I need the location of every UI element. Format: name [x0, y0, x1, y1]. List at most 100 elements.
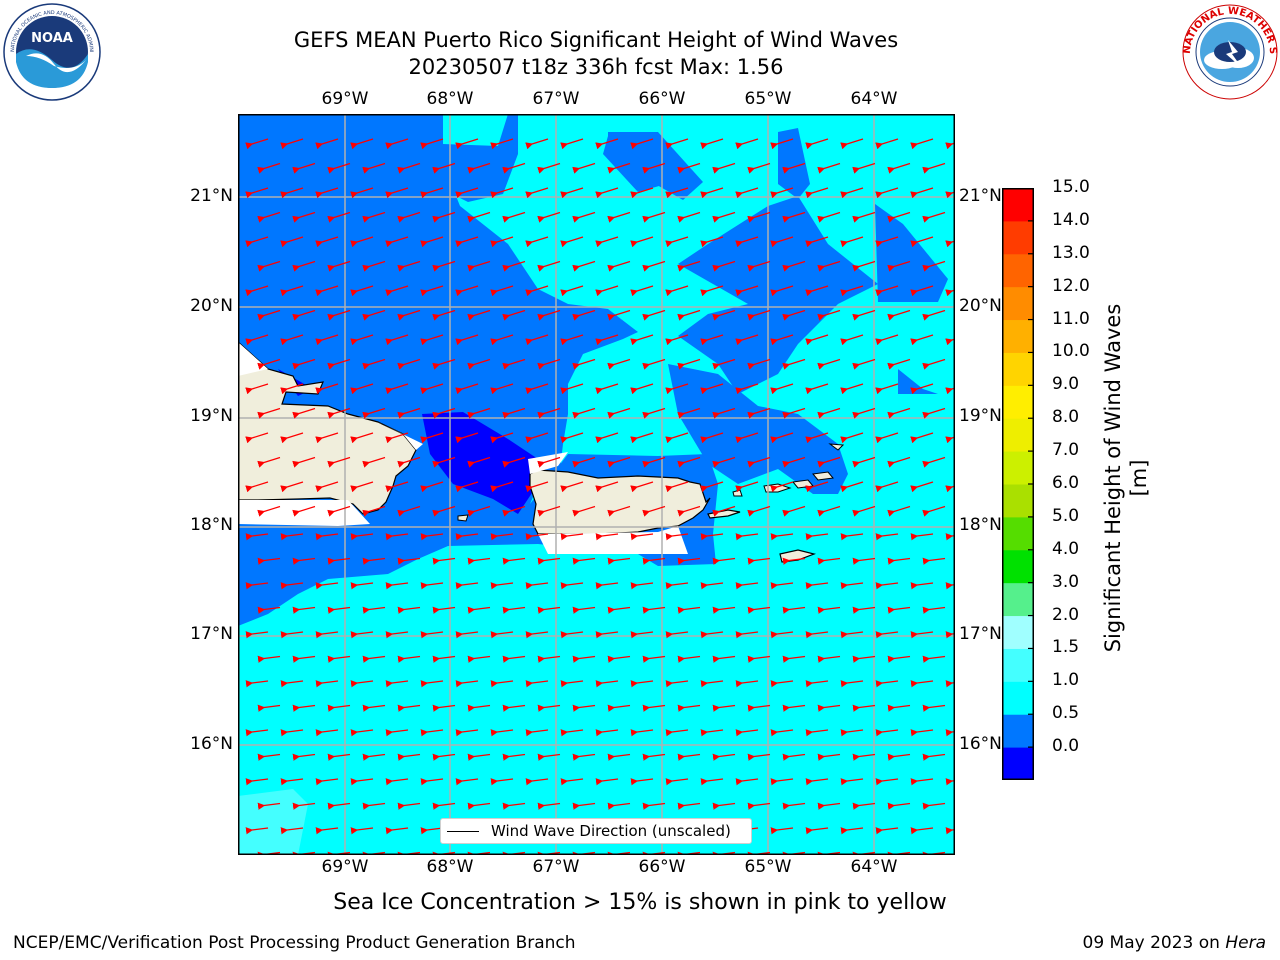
- wind-wave-arrow: [257, 456, 281, 468]
- wind-wave-arrow: [887, 211, 911, 223]
- wind-wave-arrow: [782, 456, 806, 468]
- wind-wave-arrow: [852, 655, 876, 663]
- wind-wave-arrow: [280, 729, 304, 737]
- colorbar-segment: [1002, 253, 1034, 288]
- wind-wave-arrow: [887, 309, 911, 321]
- wind-wave-arrow: [327, 309, 351, 321]
- wind-wave-arrow: [420, 383, 444, 395]
- wind-wave-arrow: [420, 432, 444, 444]
- map-legend: Wind Wave Direction (unscaled): [440, 818, 752, 844]
- wind-wave-arrow: [840, 729, 864, 737]
- wind-wave-arrow: [677, 358, 701, 370]
- wind-wave-arrow: [782, 407, 806, 419]
- wind-wave-arrow: [385, 729, 409, 737]
- wind-wave-arrow: [572, 505, 596, 517]
- wind-wave-arrow: [887, 358, 911, 370]
- legend-label: Wind Wave Direction (unscaled): [491, 822, 731, 840]
- wind-wave-arrow: [642, 358, 666, 370]
- wave-height-0.5-1-east4: [898, 369, 938, 394]
- wind-wave-arrow: [502, 655, 526, 663]
- wind-wave-arrow: [630, 334, 654, 346]
- wind-wave-arrow: [805, 729, 829, 737]
- wind-wave-arrow: [420, 236, 444, 248]
- wind-wave-arrow: [770, 631, 794, 639]
- wind-wave-arrow: [747, 407, 771, 419]
- colorbar-segment: [1002, 549, 1034, 584]
- wind-wave-arrow: [735, 236, 759, 248]
- wind-wave-arrow: [385, 138, 409, 150]
- wind-wave-arrow: [292, 162, 316, 174]
- wind-wave-arrow: [315, 631, 339, 639]
- wind-wave-arrow: [922, 358, 946, 370]
- wind-wave-arrow: [502, 753, 526, 761]
- wind-wave-arrow: [537, 606, 561, 614]
- wind-wave-arrow: [700, 582, 724, 590]
- wind-wave-arrow: [712, 260, 736, 272]
- wind-wave-arrow: [700, 236, 724, 248]
- wind-wave-arrow: [665, 533, 689, 541]
- wind-wave-arrow: [782, 606, 806, 614]
- wind-wave-arrow: [735, 778, 759, 786]
- wind-wave-arrow: [817, 260, 841, 272]
- lon-label-top: 64°W: [850, 89, 898, 109]
- wind-wave-arrow: [887, 162, 911, 174]
- wind-wave-arrow: [490, 680, 514, 688]
- wind-wave-arrow: [607, 260, 631, 272]
- wind-wave-arrow: [642, 802, 666, 810]
- colorbar-tick-label: 0.5: [1052, 703, 1080, 724]
- wind-wave-arrow: [420, 582, 444, 590]
- wind-wave-arrow: [817, 802, 841, 810]
- wind-wave-arrow: [537, 557, 561, 565]
- wind-wave-arrow: [875, 236, 899, 248]
- wind-wave-arrow: [327, 802, 351, 810]
- wind-wave-arrow: [327, 753, 351, 761]
- wind-wave-arrow: [642, 606, 666, 614]
- wind-wave-arrow: [257, 802, 281, 810]
- wind-wave-arrow: [467, 505, 491, 517]
- colorbar-segment: [1002, 188, 1034, 222]
- wind-wave-arrow: [327, 260, 351, 272]
- wind-wave-arrow: [852, 358, 876, 370]
- wind-wave-arrow: [595, 432, 619, 444]
- wind-wave-arrow: [817, 606, 841, 614]
- wind-wave-arrow: [572, 456, 596, 468]
- wind-wave-arrow: [315, 432, 339, 444]
- wind-wave-arrow: [607, 753, 631, 761]
- wind-wave-arrow: [525, 729, 549, 737]
- wind-wave-arrow: [560, 138, 584, 150]
- wind-wave-arrow: [467, 704, 491, 712]
- wind-wave-arrow: [490, 533, 514, 541]
- wind-wave-arrow: [712, 753, 736, 761]
- wind-wave-arrow: [607, 211, 631, 223]
- wind-wave-arrow: [572, 704, 596, 712]
- wind-wave-arrow: [840, 631, 864, 639]
- wind-wave-arrow: [245, 481, 269, 493]
- wind-wave-arrow: [257, 407, 281, 419]
- wind-wave-arrow: [805, 236, 829, 248]
- wind-wave-arrow: [910, 582, 934, 590]
- wind-wave-arrow: [607, 456, 631, 468]
- wind-wave-arrow: [595, 383, 619, 395]
- wind-wave-arrow: [840, 138, 864, 150]
- wind-wave-arrow: [677, 655, 701, 663]
- wind-wave-arrow: [280, 187, 304, 199]
- wind-wave-arrow: [712, 407, 736, 419]
- wind-wave-arrow: [700, 138, 724, 150]
- lat-label-left: 20°N: [190, 296, 233, 316]
- wind-wave-arrow: [910, 680, 934, 688]
- wind-wave-arrow: [607, 655, 631, 663]
- wind-wave-arrow: [910, 334, 934, 346]
- wind-wave-arrow: [490, 334, 514, 346]
- wind-wave-arrow: [922, 802, 946, 810]
- wind-wave-arrow: [455, 285, 479, 297]
- wind-wave-arrow: [280, 481, 304, 493]
- wind-wave-arrow: [852, 260, 876, 272]
- wind-wave-arrow: [502, 505, 526, 517]
- wind-wave-arrow: [572, 358, 596, 370]
- lon-label-bottom: 68°W: [426, 857, 474, 877]
- wind-wave-arrow: [747, 704, 771, 712]
- wind-wave-arrow: [490, 285, 514, 297]
- wind-wave-arrow: [420, 533, 444, 541]
- wind-wave-arrow: [712, 655, 736, 663]
- wind-wave-arrow: [327, 655, 351, 663]
